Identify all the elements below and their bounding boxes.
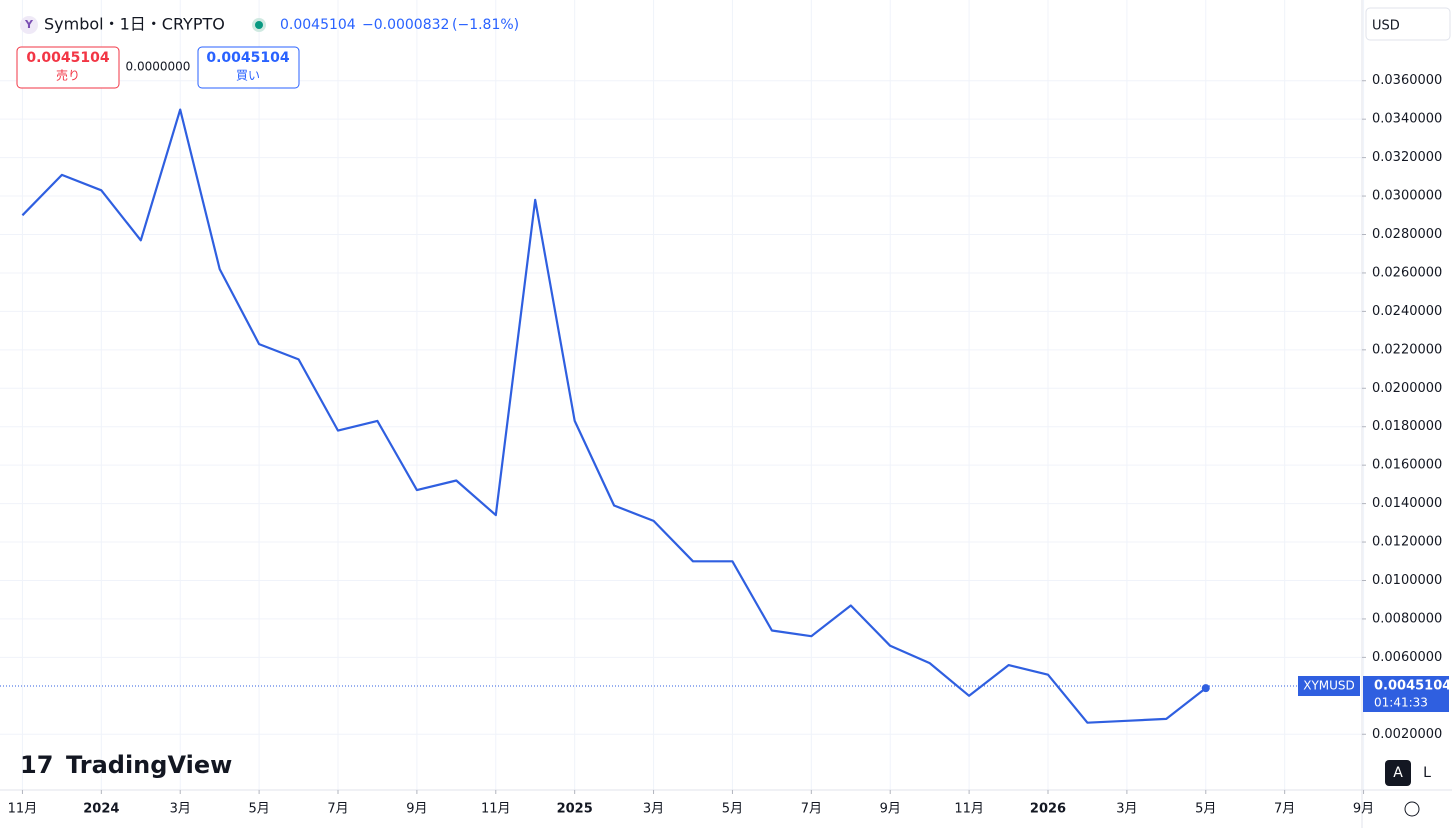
y-tick-label: 0.0260000 — [1372, 265, 1442, 280]
y-tick-label: 0.0020000 — [1372, 727, 1442, 742]
buy-button[interactable] — [197, 46, 300, 89]
currency-button[interactable] — [1365, 7, 1451, 41]
symbol-tag — [1298, 676, 1360, 697]
logo-mark: 17 — [20, 751, 53, 779]
log-label[interactable]: L — [1423, 765, 1431, 781]
sell-price[interactable]: 0.0045104 — [26, 50, 110, 66]
y-tick-label: 0.0080000 — [1372, 611, 1442, 626]
y-tick-label: 0.0160000 — [1372, 458, 1442, 473]
x-tick-label: 5月 — [248, 802, 269, 817]
last-point — [1201, 684, 1210, 693]
change-pct: (−1.81%) — [452, 17, 519, 33]
x-tick-label: 2024 — [83, 802, 119, 817]
change: −0.0000832 — [362, 17, 449, 33]
symbol-icon-glyph: Y — [24, 18, 34, 31]
x-tick-label: 2026 — [1030, 802, 1066, 817]
status-dot — [255, 21, 263, 29]
x-tick-label: 11月 — [8, 802, 38, 817]
x-tick-label: 3月 — [643, 802, 664, 817]
y-tick-label: 0.0200000 — [1372, 381, 1442, 396]
x-tick-label: 2025 — [557, 802, 593, 817]
spread: 0.0000000 — [126, 60, 191, 74]
price-tag — [1363, 676, 1449, 713]
y-tick-label: 0.0320000 — [1372, 150, 1442, 165]
price-line — [21, 108, 1207, 724]
x-tick-label: 3月 — [1116, 802, 1137, 817]
y-tick-label: 0.0360000 — [1372, 73, 1442, 88]
y-tick-label: 0.0100000 — [1372, 573, 1442, 588]
buy-price[interactable]: 0.0045104 — [206, 50, 290, 66]
x-tick-label: 7月 — [801, 802, 822, 817]
symbol-tag-label: XYMUSD — [1303, 679, 1355, 693]
y-tick-label: 0.0220000 — [1372, 342, 1442, 357]
y-tick-label: 0.0240000 — [1372, 304, 1442, 319]
auto-label[interactable]: A — [1393, 765, 1403, 781]
x-tick-label: 9月 — [880, 802, 901, 817]
x-tick-label: 5月 — [722, 802, 743, 817]
x-tick-label: 7月 — [1274, 802, 1295, 817]
plot — [21, 108, 1210, 724]
x-tick-label: 11月 — [954, 802, 984, 817]
x-tick-label: 5月 — [1195, 802, 1216, 817]
sell-label[interactable]: 売り — [56, 68, 80, 83]
last-price: 0.0045104 — [280, 17, 356, 33]
y-tick-label: 0.0140000 — [1372, 496, 1442, 511]
x-tick-label: 3月 — [170, 802, 191, 817]
brand: TradingView — [66, 751, 232, 779]
x-tick-label: 7月 — [327, 802, 348, 817]
y-tick-label: 0.0060000 — [1372, 650, 1442, 665]
settings-icon[interactable] — [1404, 801, 1420, 817]
y-tick-label: 0.0180000 — [1372, 419, 1442, 434]
y-tick-label: 0.0300000 — [1372, 189, 1442, 204]
x-tick-label: 11月 — [481, 802, 511, 817]
y-tick-label: 0.0280000 — [1372, 227, 1442, 242]
auto-button[interactable] — [1385, 760, 1411, 786]
x-tick-label: 9月 — [406, 802, 427, 817]
price-tag-label: 0.0045104 — [1374, 679, 1451, 694]
buy-label[interactable]: 買い — [236, 69, 260, 83]
symbol-icon — [20, 16, 38, 34]
currency[interactable]: USD — [1372, 19, 1400, 34]
y-tick-label: 0.0120000 — [1372, 535, 1442, 550]
chart-title: Symbol・1日・CRYPTO — [44, 15, 225, 34]
x-tick-label: 9月 — [1353, 802, 1374, 817]
y-tick-label: 0.0340000 — [1372, 112, 1442, 127]
countdown: 01:41:33 — [1374, 696, 1428, 710]
sell-button[interactable] — [16, 46, 120, 89]
